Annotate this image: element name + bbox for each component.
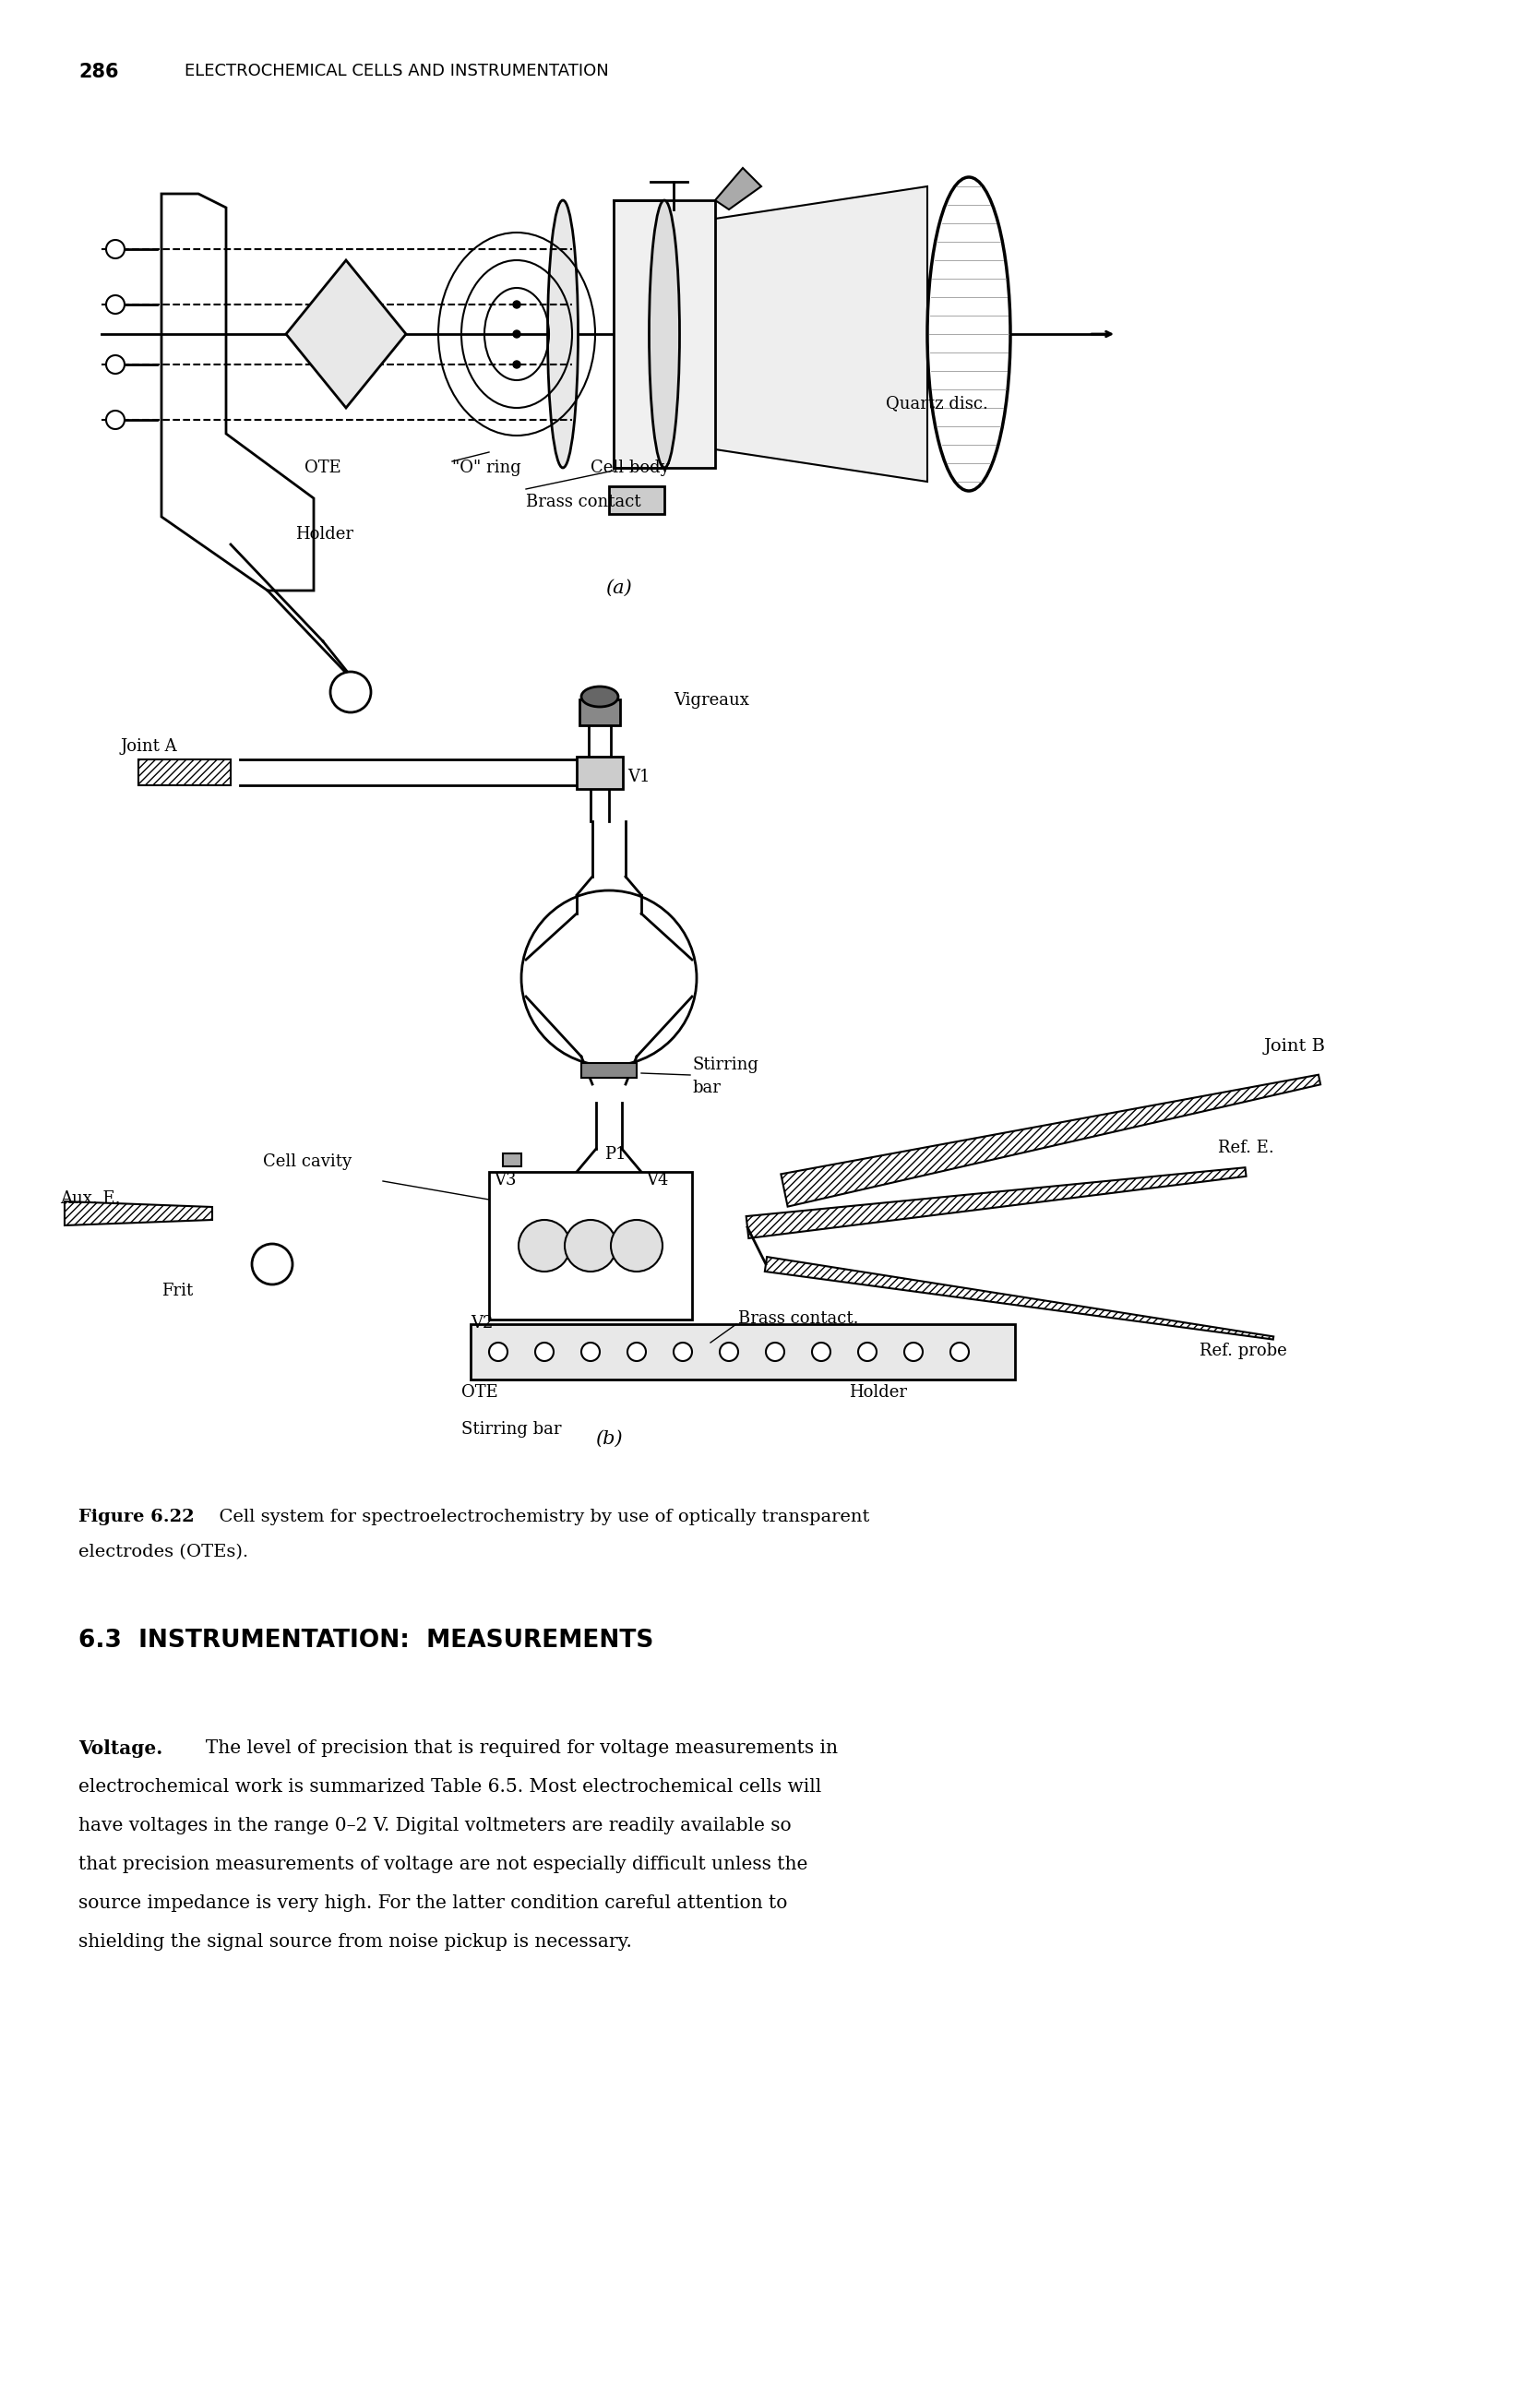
- Circle shape: [673, 1343, 691, 1362]
- Text: "O" ring: "O" ring: [453, 459, 521, 475]
- Text: Cell cavity: Cell cavity: [263, 1154, 351, 1171]
- Text: that precision measurements of voltage are not especially difficult unless the: that precision measurements of voltage a…: [79, 1856, 807, 1873]
- Text: Figure 6.22: Figure 6.22: [79, 1510, 194, 1524]
- Ellipse shape: [548, 201, 578, 468]
- Text: Stirring bar: Stirring bar: [462, 1421, 562, 1438]
- Circle shape: [536, 1343, 553, 1362]
- Text: electrochemical work is summarized Table 6.5. Most electrochemical cells will: electrochemical work is summarized Table…: [79, 1777, 821, 1797]
- Text: Brass contact: Brass contact: [527, 495, 641, 511]
- Text: ELECTROCHEMICAL CELLS AND INSTRUMENTATION: ELECTROCHEMICAL CELLS AND INSTRUMENTATIO…: [185, 62, 608, 79]
- Text: Joint A: Joint A: [120, 738, 177, 755]
- Circle shape: [611, 1221, 662, 1271]
- Text: Holder: Holder: [849, 1383, 907, 1400]
- Text: Frit: Frit: [162, 1283, 192, 1300]
- Text: Stirring: Stirring: [691, 1056, 758, 1073]
- Circle shape: [513, 330, 521, 337]
- Text: OTE: OTE: [305, 459, 342, 475]
- Text: OTE: OTE: [462, 1383, 497, 1400]
- Text: Ref. probe: Ref. probe: [1200, 1343, 1287, 1359]
- Text: have voltages in the range 0–2 V. Digital voltmeters are readily available so: have voltages in the range 0–2 V. Digita…: [79, 1818, 792, 1835]
- Text: Brass contact.: Brass contact.: [738, 1309, 859, 1326]
- Text: source impedance is very high. For the latter condition careful attention to: source impedance is very high. For the l…: [79, 1894, 787, 1911]
- Circle shape: [106, 296, 125, 313]
- Text: bar: bar: [691, 1080, 721, 1097]
- Text: Voltage.: Voltage.: [79, 1739, 163, 1758]
- Text: (a): (a): [605, 581, 631, 597]
- Text: P1: P1: [604, 1147, 627, 1163]
- Ellipse shape: [581, 686, 618, 707]
- Circle shape: [490, 1343, 508, 1362]
- Circle shape: [812, 1343, 830, 1362]
- Bar: [581, 1063, 636, 1077]
- Circle shape: [513, 361, 521, 368]
- Text: Joint B: Joint B: [1264, 1039, 1326, 1054]
- Text: V4: V4: [645, 1173, 668, 1187]
- Polygon shape: [765, 1257, 1274, 1340]
- Circle shape: [106, 356, 125, 373]
- Bar: [490, 1173, 691, 1319]
- Text: Aux. E.: Aux. E.: [60, 1190, 120, 1206]
- Bar: [504, 1154, 522, 1166]
- Polygon shape: [715, 167, 761, 210]
- Text: Cell body: Cell body: [590, 459, 670, 475]
- Text: V1: V1: [627, 769, 650, 786]
- Circle shape: [627, 1343, 645, 1362]
- Text: V2: V2: [471, 1314, 493, 1331]
- Circle shape: [513, 301, 521, 308]
- Polygon shape: [286, 260, 407, 409]
- Text: Holder: Holder: [296, 526, 353, 542]
- Polygon shape: [781, 1075, 1320, 1206]
- Text: V3: V3: [494, 1173, 516, 1187]
- Text: Ref. E.: Ref. E.: [1218, 1140, 1274, 1156]
- Polygon shape: [162, 194, 314, 590]
- Circle shape: [522, 891, 696, 1065]
- Circle shape: [106, 411, 125, 430]
- Text: (b): (b): [596, 1431, 622, 1448]
- Polygon shape: [65, 1202, 213, 1226]
- Text: Quartz disc.: Quartz disc.: [885, 394, 989, 411]
- Polygon shape: [715, 186, 927, 483]
- Text: Cell system for spectroelectrochemistry by use of optically transparent: Cell system for spectroelectrochemistry …: [208, 1510, 870, 1524]
- Circle shape: [106, 239, 125, 258]
- Circle shape: [330, 671, 371, 712]
- Circle shape: [253, 1245, 293, 1285]
- Text: 286: 286: [79, 62, 119, 81]
- Ellipse shape: [650, 201, 679, 468]
- Bar: [471, 1324, 1015, 1378]
- Bar: [139, 760, 231, 786]
- Circle shape: [765, 1343, 784, 1362]
- Text: shielding the signal source from noise pickup is necessary.: shielding the signal source from noise p…: [79, 1933, 631, 1952]
- Circle shape: [581, 1343, 599, 1362]
- Bar: [579, 700, 621, 726]
- Text: Vigreaux: Vigreaux: [673, 693, 748, 710]
- Text: electrodes (OTEs).: electrodes (OTEs).: [79, 1543, 248, 1560]
- Circle shape: [858, 1343, 876, 1362]
- Text: 6.3  INSTRUMENTATION:  MEASUREMENTS: 6.3 INSTRUMENTATION: MEASUREMENTS: [79, 1629, 653, 1653]
- Bar: [608, 487, 664, 514]
- Bar: [576, 757, 622, 788]
- Ellipse shape: [927, 177, 1010, 490]
- Circle shape: [719, 1343, 738, 1362]
- Circle shape: [950, 1343, 969, 1362]
- Circle shape: [904, 1343, 922, 1362]
- Circle shape: [565, 1221, 616, 1271]
- Polygon shape: [747, 1168, 1246, 1238]
- Text: The level of precision that is required for voltage measurements in: The level of precision that is required …: [194, 1739, 838, 1756]
- Circle shape: [519, 1221, 570, 1271]
- Bar: [613, 201, 715, 468]
